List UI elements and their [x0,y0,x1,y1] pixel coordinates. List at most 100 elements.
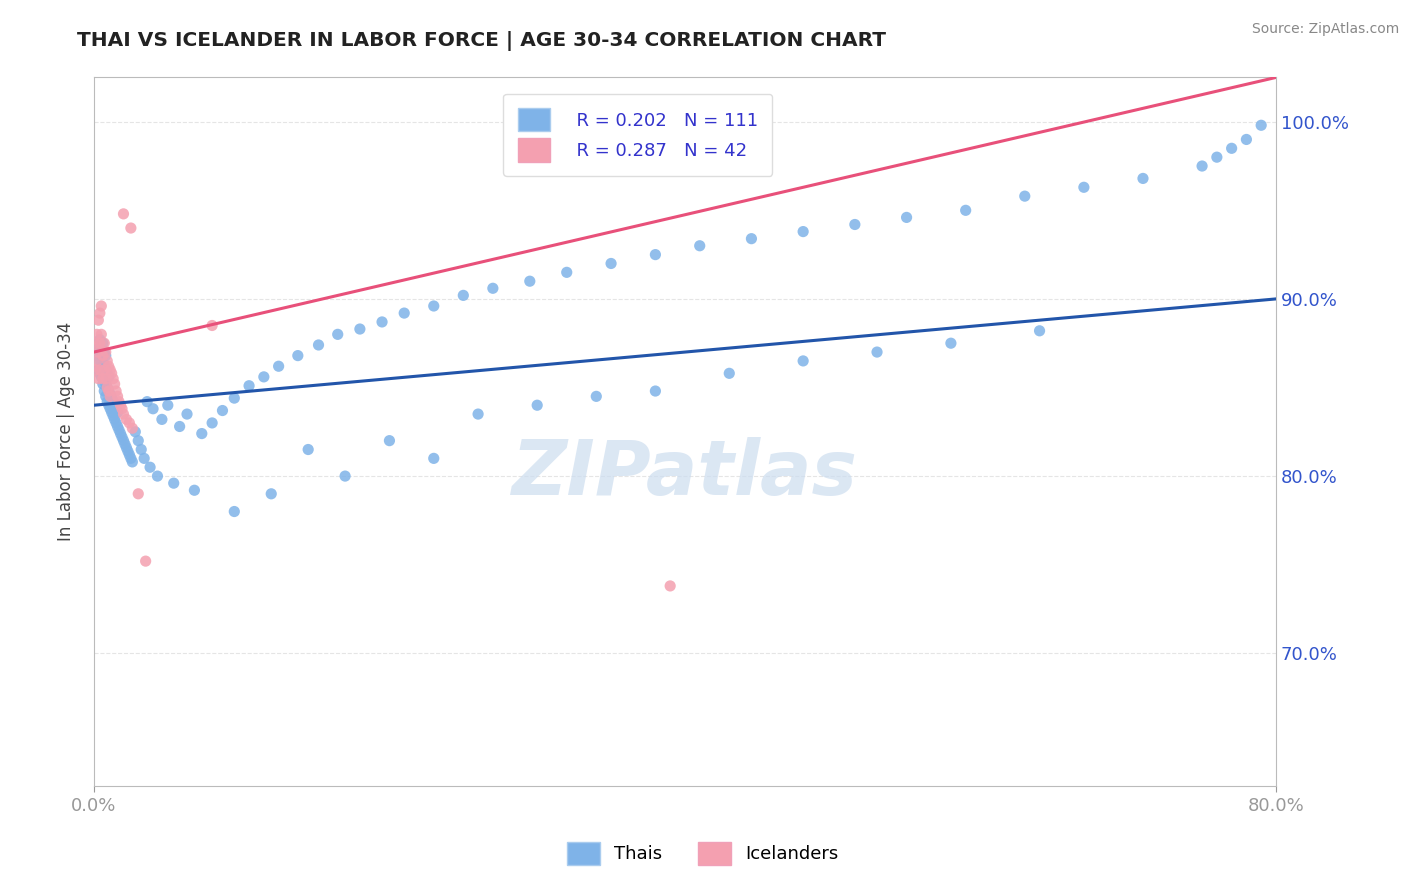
Point [201,416,224,430]
Point [308,338,330,352]
Point [156,398,179,412]
Point [453,288,475,302]
Point [150,412,173,426]
Point [94,345,117,359]
Point [91,376,114,391]
Point [98,389,121,403]
Point [224,391,246,405]
Point [349,322,371,336]
Point [238,378,260,392]
Point [111,401,134,416]
Point [585,389,607,403]
Point [90,358,112,372]
Point [89,336,111,351]
Point [86,354,108,368]
Point [90,327,112,342]
Point [94,349,117,363]
Point [94,376,117,391]
Point [100,405,122,419]
Point [792,225,814,239]
Point [644,247,666,261]
Point [1234,132,1257,146]
Point [127,434,149,448]
Point [939,336,962,351]
Point [93,345,115,359]
Point [118,448,141,462]
Point [105,401,128,416]
Point [112,207,135,221]
Point [112,434,135,448]
Point [89,354,111,368]
Point [139,460,162,475]
Point [89,367,111,381]
Point [287,349,309,363]
Point [110,398,132,412]
Point [93,336,115,351]
Point [91,349,114,363]
Point [91,363,114,377]
Point [267,359,290,374]
Point [96,380,118,394]
Point [689,239,711,253]
Point [96,367,118,381]
Text: Source: ZipAtlas.com: Source: ZipAtlas.com [1251,22,1399,37]
Point [87,342,110,356]
Point [98,387,121,401]
Point [121,455,143,469]
Point [482,281,505,295]
Point [96,380,118,394]
Point [104,412,127,426]
Point [792,354,814,368]
Point [333,469,356,483]
Point [105,416,128,430]
Point [176,407,198,421]
Point [101,394,124,409]
Point [101,409,124,423]
Point [423,451,446,466]
Point [96,394,118,409]
Point [91,336,114,351]
Point [107,419,129,434]
Point [86,327,108,342]
Point [844,218,866,232]
Point [101,371,124,385]
Point [97,369,120,384]
Point [89,306,111,320]
Point [955,203,977,218]
Point [519,274,541,288]
Text: ZIPatlas: ZIPatlas [512,437,858,511]
Y-axis label: In Labor Force | Age 30-34: In Labor Force | Age 30-34 [58,322,75,541]
Point [87,363,110,377]
Point [87,371,110,385]
Point [136,394,159,409]
Point [120,451,142,466]
Point [467,407,489,421]
Point [260,487,283,501]
Point [104,376,127,391]
Point [108,423,131,437]
Point [1250,118,1272,132]
Point [91,349,114,363]
Point [93,358,115,372]
Point [1073,180,1095,194]
Point [1028,324,1050,338]
Point [98,363,121,377]
Point [118,416,141,430]
Point [121,421,143,435]
Point [87,345,110,359]
Point [600,256,623,270]
Point [135,554,157,568]
Point [1132,171,1154,186]
Point [392,306,415,320]
Point [115,441,138,455]
Point [94,389,117,403]
Point [98,401,121,416]
Point [120,221,142,235]
Point [97,398,120,412]
Point [97,359,120,374]
Point [253,369,276,384]
Point [201,318,224,333]
Point [326,327,349,342]
Point [127,487,149,501]
Point [1205,150,1227,164]
